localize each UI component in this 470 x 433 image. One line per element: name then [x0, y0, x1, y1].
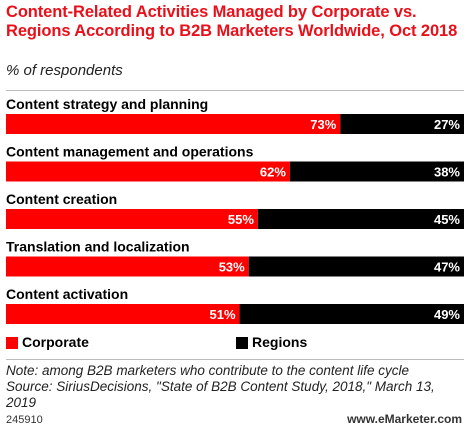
category-label-content-strategy-and-planning: Content strategy and planning [6, 96, 208, 112]
category-label-content-creation: Content creation [6, 191, 117, 207]
bar-corporate-content-management-and-operations [6, 161, 290, 182]
bottom-divider [6, 359, 464, 360]
bar-regions-content-strategy-and-planning [340, 114, 464, 134]
bar-corporate-content-creation [6, 209, 258, 229]
category-label-content-activation: Content activation [6, 286, 128, 302]
bar-regions-content-creation [257, 209, 464, 229]
emarketer-logo: www.eMarketer.com [347, 412, 462, 426]
value-label-regions-content-management-and-operations: 38% [434, 165, 460, 180]
bar-corporate-content-activation [6, 304, 240, 324]
value-label-regions-content-strategy-and-planning: 27% [434, 117, 460, 132]
value-label-corporate-translation-and-localization: 53% [219, 260, 245, 275]
source-text: Source: SiriusDecisions, "State of B2B C… [6, 379, 435, 410]
legend-swatch-corporate [6, 337, 18, 349]
category-label-content-management-and-operations: Content management and operations [6, 144, 254, 160]
value-label-corporate-content-creation: 55% [228, 212, 254, 227]
chart-title: Content-Related Activities Managed by Co… [6, 3, 458, 40]
value-label-corporate-content-strategy-and-planning: 73% [310, 117, 336, 132]
chart-id: 245910 [6, 414, 43, 426]
bar-regions-translation-and-localization [248, 256, 464, 277]
value-label-regions-content-activation: 49% [434, 307, 460, 322]
bar-corporate-content-strategy-and-planning [6, 114, 341, 134]
bar-regions-content-management-and-operations [289, 161, 464, 182]
bar-regions-content-activation [239, 304, 464, 324]
value-label-regions-content-creation: 45% [434, 212, 460, 227]
note-text: Note: among B2B marketers who contribute… [6, 363, 409, 378]
chart-subtitle: % of respondents [6, 62, 123, 79]
value-label-corporate-content-activation: 51% [210, 307, 236, 322]
value-label-regions-translation-and-localization: 47% [434, 260, 460, 275]
legend-label-regions: Regions [252, 334, 308, 350]
legend-label-corporate: Corporate [22, 334, 89, 350]
stacked-bar-chart: Content strategy and planning 73% 27% Conte… [6, 96, 464, 324]
footnote: Note: among B2B marketers who contribute… [6, 363, 466, 411]
value-label-corporate-content-management-and-operations: 62% [260, 165, 286, 180]
category-label-translation-and-localization: Translation and localization [6, 239, 190, 255]
top-divider [6, 90, 464, 91]
bar-corporate-translation-and-localization [6, 256, 249, 277]
legend-swatch-regions [236, 337, 248, 349]
